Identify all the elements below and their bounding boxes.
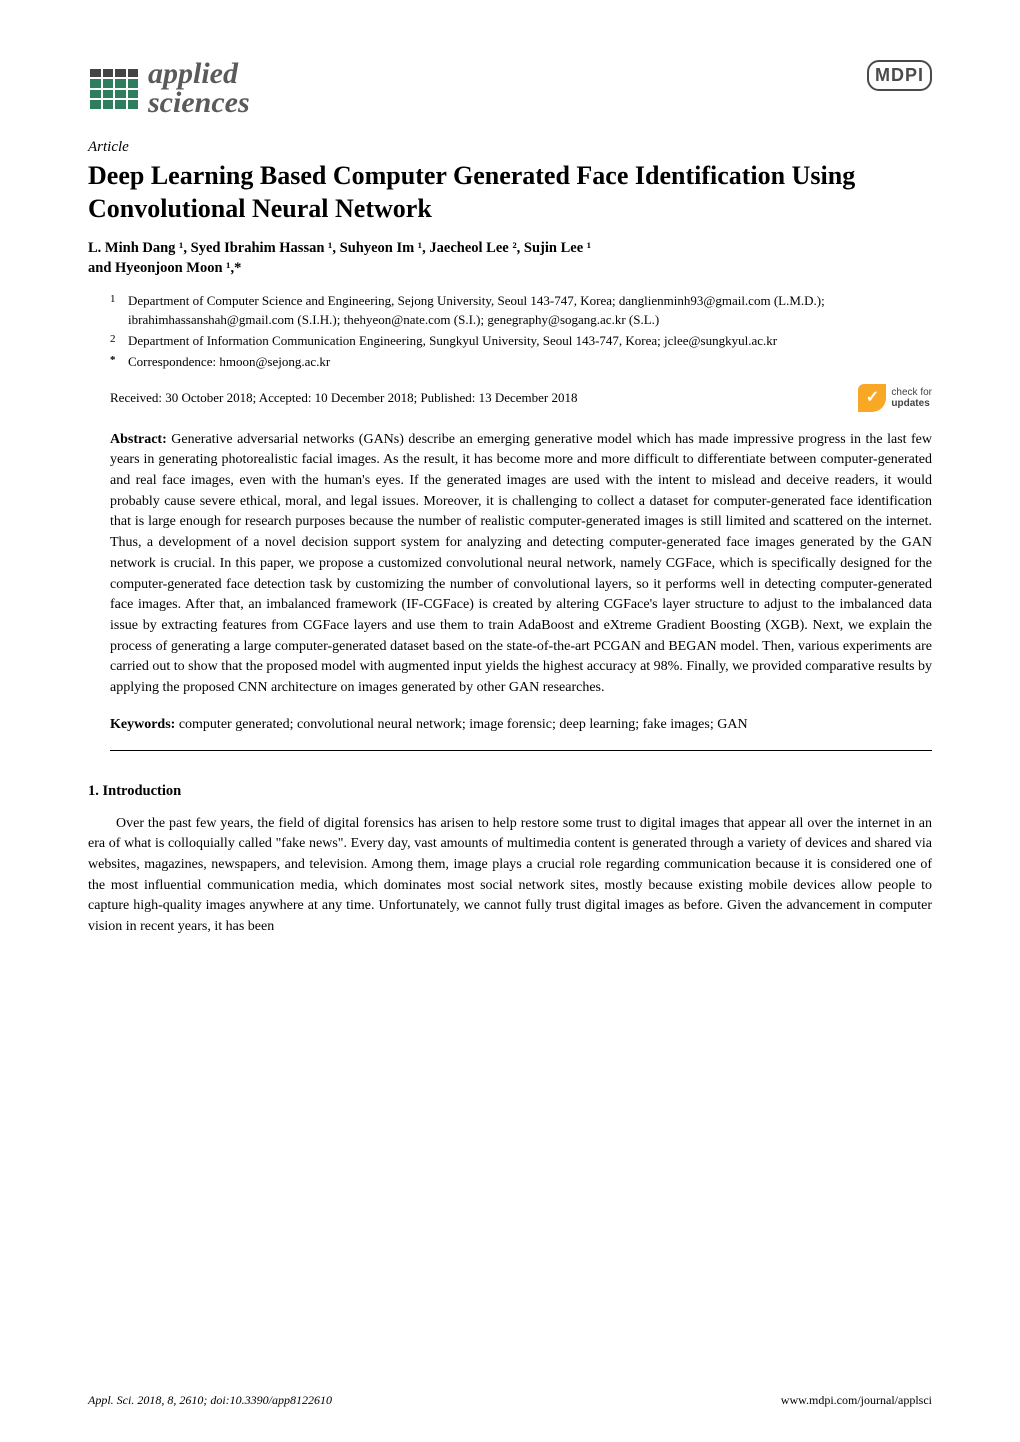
affiliation-text: Department of Information Communication …	[128, 332, 932, 351]
keywords-text: computer generated; convolutional neural…	[175, 717, 747, 732]
keywords: Keywords: computer generated; convolutio…	[88, 715, 932, 736]
abstract: Abstract: Generative adversarial network…	[88, 430, 932, 699]
abstract-label: Abstract:	[110, 432, 167, 447]
body-paragraph: Over the past few years, the field of di…	[88, 814, 932, 938]
affiliation-number: 2	[110, 332, 128, 351]
journal-name-line2: sciences	[148, 89, 250, 118]
separator-line	[110, 750, 932, 751]
check-updates-line1: check for	[891, 387, 932, 398]
journal-name: applied sciences	[148, 60, 250, 117]
affiliation-item: 2 Department of Information Communicatio…	[110, 332, 932, 351]
publication-dates: Received: 30 October 2018; Accepted: 10 …	[110, 390, 578, 406]
check-updates-text: check for updates	[891, 387, 932, 409]
dates-row: Received: 30 October 2018; Accepted: 10 …	[88, 384, 932, 412]
affiliation-item: * Correspondence: hmoon@sejong.ac.kr	[110, 353, 932, 372]
footer-url: www.mdpi.com/journal/applsci	[781, 1393, 932, 1408]
page-footer: Appl. Sci. 2018, 8, 2610; doi:10.3390/ap…	[88, 1393, 932, 1408]
journal-logo: applied sciences	[88, 60, 250, 117]
affiliations: 1 Department of Computer Science and Eng…	[88, 292, 932, 371]
keywords-label: Keywords:	[110, 717, 175, 732]
check-updates-line2: updates	[891, 398, 932, 409]
footer-citation: Appl. Sci. 2018, 8, 2610; doi:10.3390/ap…	[88, 1393, 332, 1408]
article-type: Article	[88, 139, 932, 156]
logo-pattern-icon	[88, 67, 140, 111]
abstract-text: Generative adversarial networks (GANs) d…	[110, 432, 932, 696]
section-heading: 1. Introduction	[88, 783, 932, 800]
affiliation-number: 1	[110, 292, 128, 330]
journal-name-line1: applied	[148, 60, 250, 89]
authors-line1: L. Minh Dang ¹, Syed Ibrahim Hassan ¹, S…	[88, 239, 932, 259]
authors-line2: and Hyeonjoon Moon ¹,*	[88, 259, 932, 279]
check-updates-badge[interactable]: check for updates	[858, 384, 932, 412]
article-title: Deep Learning Based Computer Generated F…	[88, 160, 932, 225]
correspondence-marker: *	[110, 353, 128, 372]
check-icon	[858, 384, 886, 412]
affiliation-item: 1 Department of Computer Science and Eng…	[110, 292, 932, 330]
affiliation-text: Department of Computer Science and Engin…	[128, 292, 932, 330]
page-header: applied sciences MDPI	[88, 60, 932, 117]
authors: L. Minh Dang ¹, Syed Ibrahim Hassan ¹, S…	[88, 239, 932, 278]
correspondence-text: Correspondence: hmoon@sejong.ac.kr	[128, 353, 932, 372]
publisher-logo: MDPI	[867, 60, 932, 91]
